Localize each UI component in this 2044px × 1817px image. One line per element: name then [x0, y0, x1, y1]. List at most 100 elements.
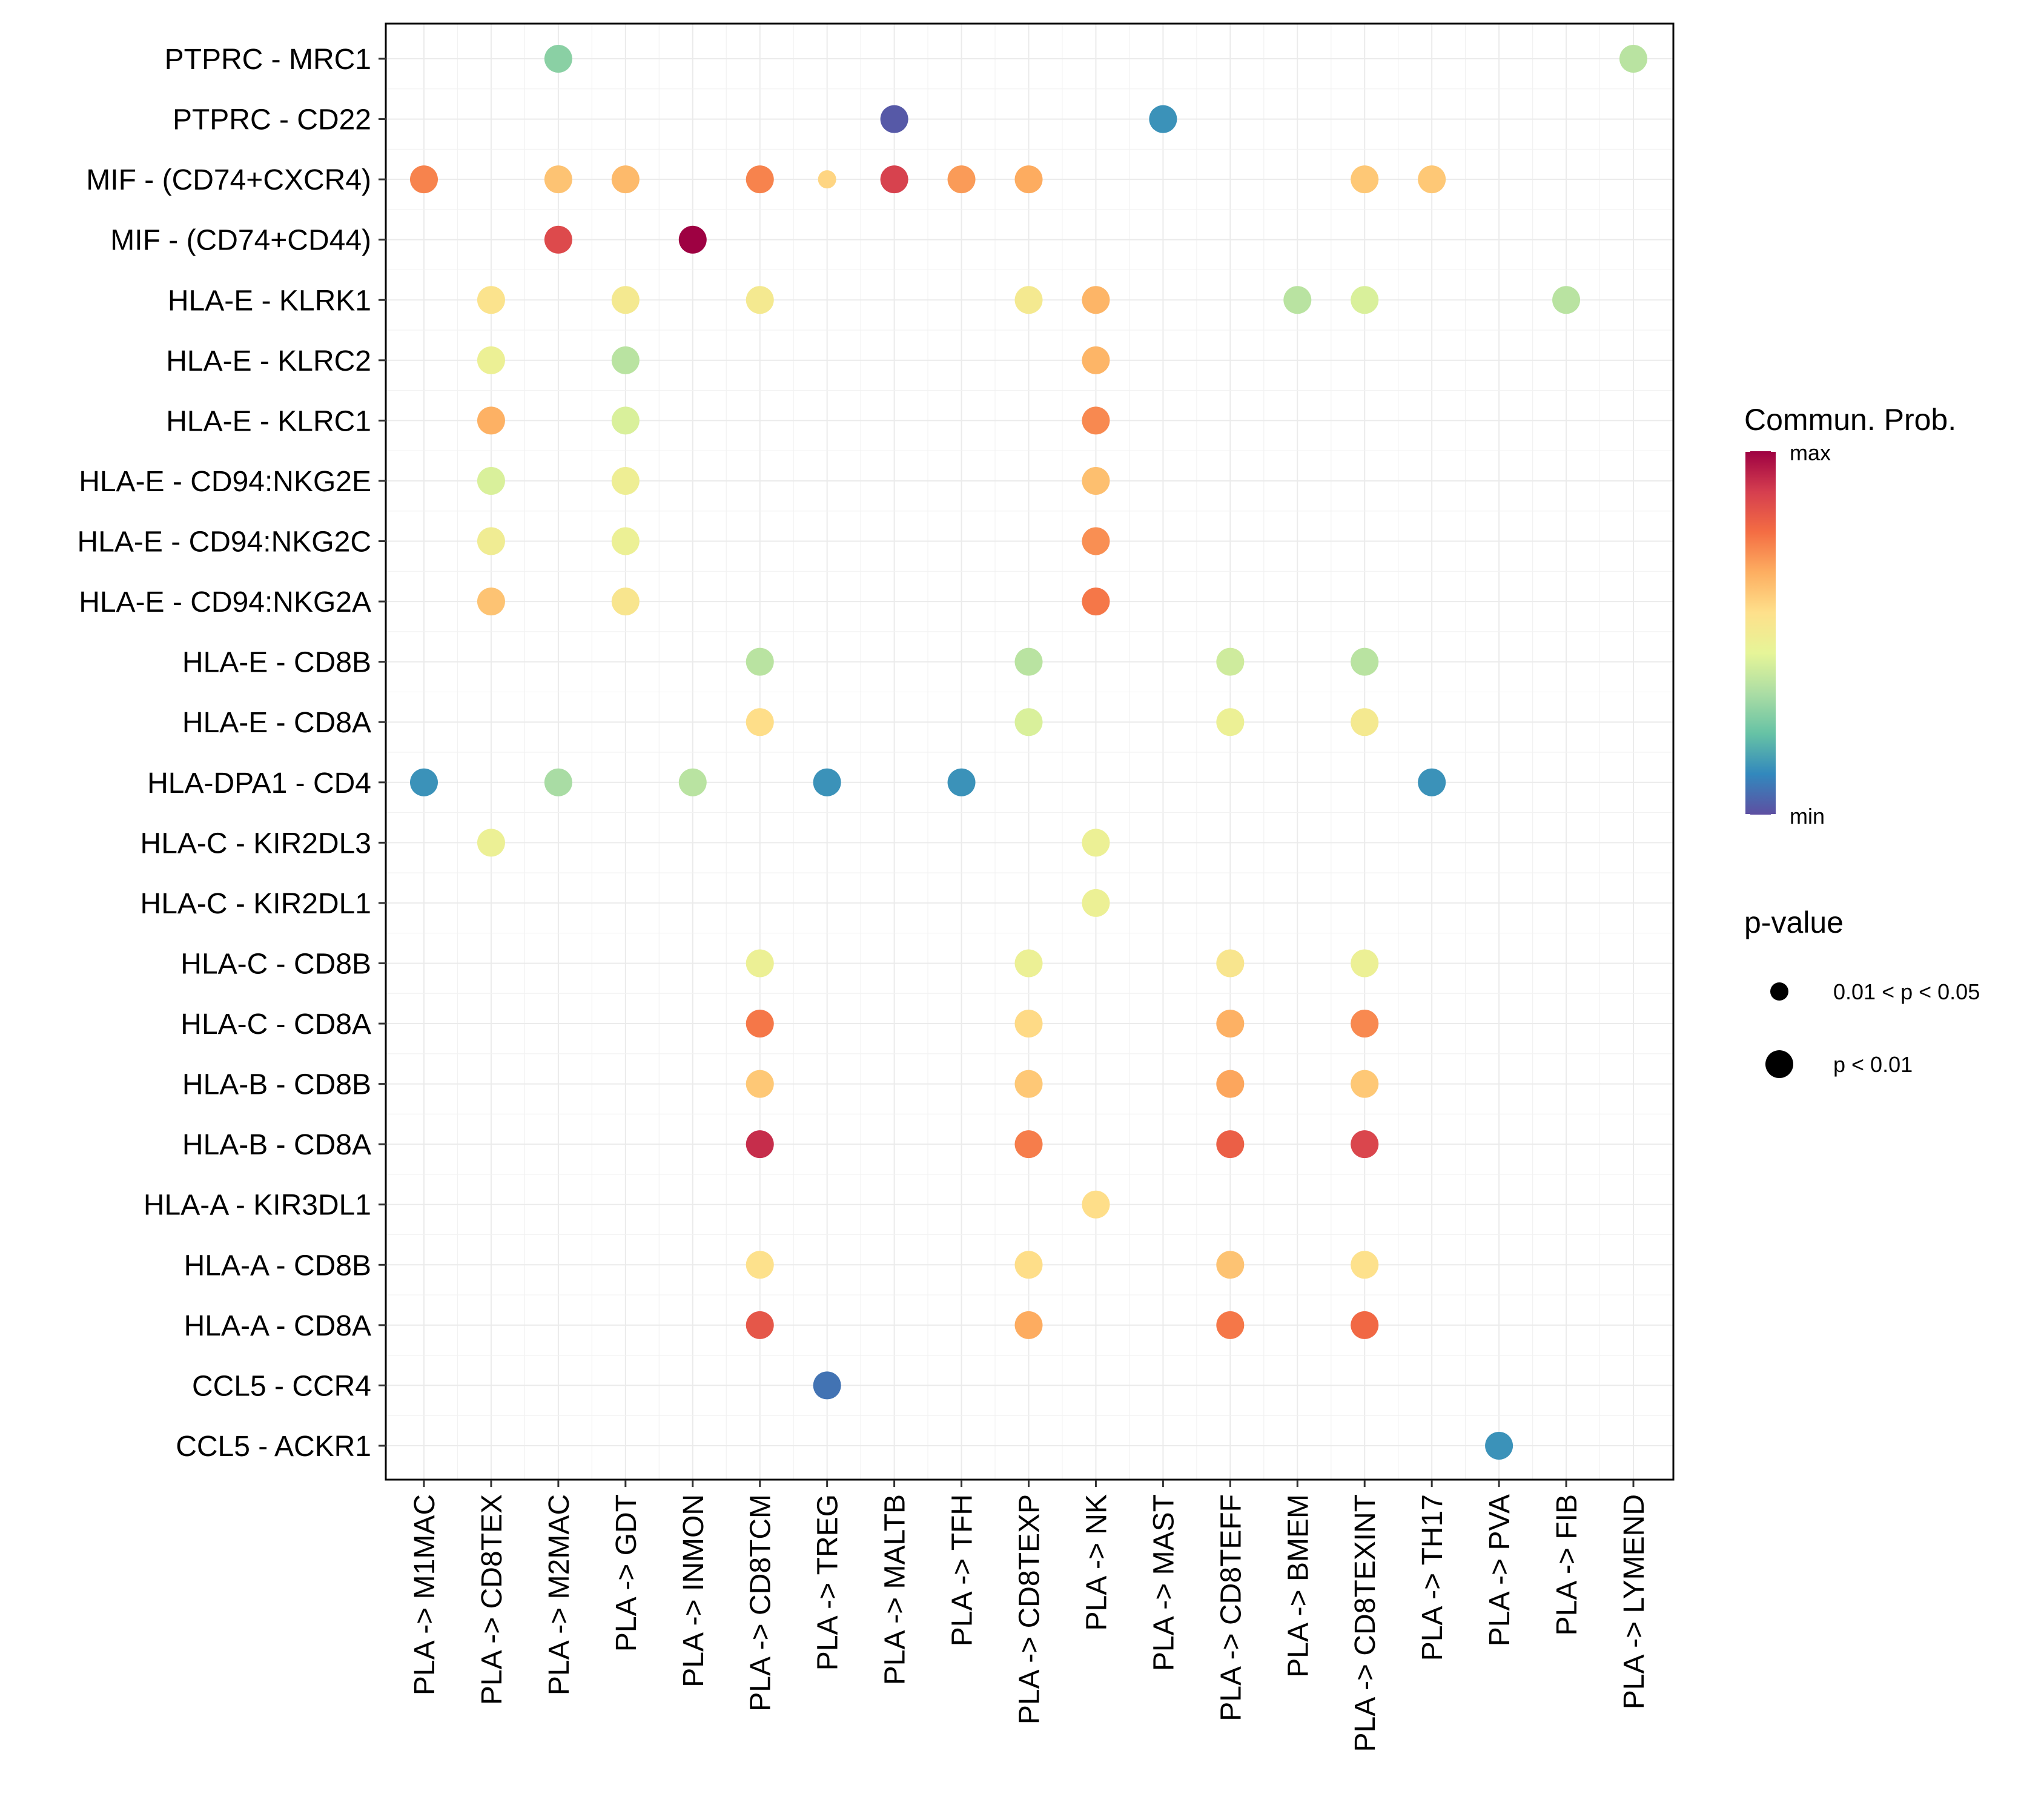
data-point	[1418, 768, 1446, 796]
data-point	[1216, 708, 1245, 736]
data-point	[746, 1251, 774, 1279]
data-point	[1082, 466, 1110, 495]
data-point	[611, 587, 640, 616]
data-point	[477, 587, 505, 616]
data-point	[477, 466, 505, 495]
data-point	[477, 286, 505, 314]
data-point	[410, 768, 438, 796]
data-point	[947, 768, 976, 796]
data-point	[1082, 587, 1110, 616]
x-tick-label: PLA -> MALTB	[879, 1494, 911, 1685]
data-point	[1485, 1432, 1513, 1460]
data-point	[1418, 165, 1446, 194]
data-point	[477, 829, 505, 857]
data-point	[746, 1130, 774, 1159]
y-tick-label: HLA-DPA1 - CD4	[147, 767, 371, 799]
x-tick-label: PLA -> M1MAC	[409, 1494, 441, 1695]
y-axis: PTPRC - MRC1 PTPRC - CD22 MIF - (CD74+CXCR…	[78, 44, 386, 1463]
data-point	[1082, 889, 1110, 917]
data-point	[1283, 286, 1312, 314]
data-point	[746, 165, 774, 194]
data-point	[410, 165, 438, 194]
y-tick-label: HLA-E - CD8B	[182, 647, 371, 679]
data-point	[544, 225, 572, 254]
color-legend-max-label: max	[1790, 440, 1831, 465]
x-tick-label: PLA -> NK	[1080, 1494, 1113, 1630]
y-tick-label: CCL5 - ACKR1	[176, 1431, 371, 1463]
data-point	[1014, 286, 1043, 314]
data-point	[1351, 949, 1379, 978]
y-tick-label: HLA-C - CD8B	[180, 948, 371, 980]
data-point	[477, 346, 505, 374]
data-point	[1216, 1251, 1245, 1279]
data-point	[813, 1371, 841, 1400]
data-point	[1014, 1070, 1043, 1098]
data-point	[880, 165, 908, 194]
data-point	[746, 708, 774, 736]
y-tick-label: HLA-E - KLRC1	[166, 405, 371, 437]
color-legend-bar	[1745, 451, 1776, 815]
data-point	[1216, 1130, 1245, 1159]
x-tick-label: PLA -> CD8TEXP	[1014, 1494, 1046, 1724]
size-legend-key	[1765, 1050, 1793, 1078]
y-tick-label: HLA-E - CD94:NKG2C	[78, 526, 371, 558]
data-point	[611, 406, 640, 435]
data-point	[477, 527, 505, 555]
data-point	[1014, 647, 1043, 676]
y-tick-label: HLA-B - CD8B	[182, 1069, 371, 1101]
data-point	[1351, 1010, 1379, 1038]
x-tick-label: PLA -> PVA	[1484, 1494, 1516, 1646]
data-point	[1351, 647, 1379, 676]
x-tick-label: PLA -> TREG	[812, 1494, 844, 1670]
data-point	[1351, 1070, 1379, 1098]
x-tick-label: PLA -> GDT	[610, 1494, 643, 1652]
data-point	[1149, 105, 1177, 133]
y-tick-label: HLA-C - CD8A	[180, 1008, 371, 1041]
data-point	[611, 466, 640, 495]
data-points	[410, 45, 1647, 1460]
data-point	[611, 346, 640, 374]
data-point	[477, 406, 505, 435]
data-point	[1216, 1070, 1245, 1098]
data-point	[544, 45, 572, 73]
data-point	[1082, 286, 1110, 314]
data-point	[1552, 286, 1581, 314]
x-tick-label: PLA -> BMEM	[1282, 1494, 1314, 1678]
y-tick-label: MIF - (CD74+CXCR4)	[86, 164, 371, 196]
y-tick-label: HLA-E - CD94:NKG2A	[79, 586, 371, 618]
y-tick-label: HLA-E - KLRK1	[168, 285, 371, 317]
size-legend-label: p < 0.01	[1833, 1052, 1913, 1077]
y-tick-label: HLA-A - KIR3DL1	[144, 1190, 371, 1222]
y-tick-label: HLA-E - CD8A	[182, 707, 371, 739]
data-point	[1082, 346, 1110, 374]
x-tick-label: PLA -> CD8TEXINT	[1349, 1494, 1381, 1752]
data-point	[1014, 165, 1043, 194]
data-point	[746, 286, 774, 314]
data-point	[746, 1311, 774, 1339]
y-tick-label: HLA-A - CD8A	[184, 1310, 371, 1342]
size-legend-label: 0.01 < p < 0.05	[1833, 979, 1980, 1004]
y-tick-label: HLA-E - CD94:NKG2E	[79, 466, 371, 498]
y-tick-label: PTPRC - CD22	[173, 104, 371, 136]
data-point	[1351, 708, 1379, 736]
data-point	[746, 1070, 774, 1098]
data-point	[1014, 1130, 1043, 1159]
x-tick-label: PLA -> FIB	[1551, 1494, 1583, 1635]
y-tick-label: MIF - (CD74+CD44)	[110, 225, 371, 257]
size-legend-title: p-value	[1744, 905, 1844, 939]
data-point	[1216, 949, 1245, 978]
x-tick-label: PLA -> CD8TCM	[745, 1494, 777, 1712]
data-point	[746, 949, 774, 978]
size-legend: p-value 0.01 < p < 0.05 p < 0.01	[1744, 905, 1980, 1078]
x-axis: PLA -> M1MAC PLA -> CD8TEX PLA -> M2MAC PLA…	[409, 1480, 1650, 1752]
x-tick-label: PLA -> TH17	[1417, 1494, 1449, 1661]
y-tick-label: HLA-C - KIR2DL1	[141, 888, 371, 920]
data-point	[1351, 1251, 1379, 1279]
data-point	[1082, 829, 1110, 857]
data-point	[813, 768, 841, 796]
data-point	[1014, 949, 1043, 978]
size-legend-key	[1770, 982, 1788, 1001]
data-point	[611, 165, 640, 194]
data-point	[947, 165, 976, 194]
